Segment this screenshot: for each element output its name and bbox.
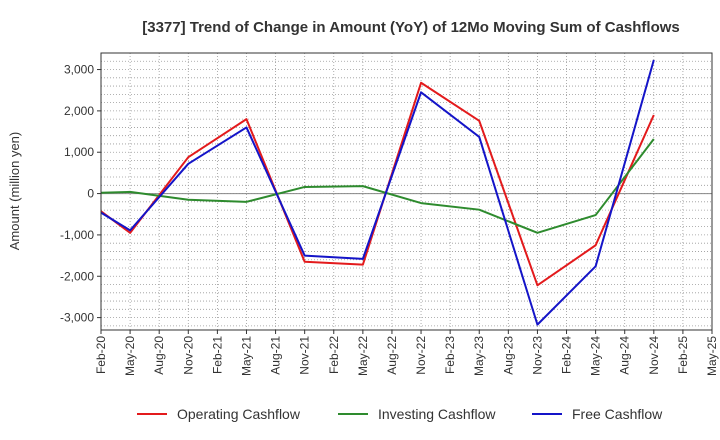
x-tick-label: Feb-25 bbox=[676, 336, 690, 374]
y-tick-label: -3,000 bbox=[60, 311, 94, 325]
x-tick-label: Aug-21 bbox=[269, 336, 283, 375]
x-tick-label: May-21 bbox=[239, 336, 253, 376]
y-tick-label: -1,000 bbox=[60, 228, 94, 242]
y-tick-label: 2,000 bbox=[64, 104, 94, 118]
chart-title: [3377] Trend of Change in Amount (YoY) o… bbox=[142, 19, 680, 36]
x-tick-label: May-23 bbox=[472, 336, 486, 376]
x-tick-label: Feb-22 bbox=[327, 336, 341, 374]
y-tick-label: 3,000 bbox=[64, 63, 94, 77]
x-tick-label: Aug-20 bbox=[152, 336, 166, 375]
y-tick-label: -2,000 bbox=[60, 269, 94, 283]
y-tick-label: 1,000 bbox=[64, 145, 94, 159]
legend-label-investing-cashflow: Investing Cashflow bbox=[378, 406, 496, 422]
x-tick-label: Aug-24 bbox=[618, 336, 632, 375]
x-tick-label: Feb-21 bbox=[210, 336, 224, 374]
series-lines bbox=[100, 59, 655, 326]
x-tick-label: Aug-22 bbox=[385, 336, 399, 375]
series-line-operating-cashflow bbox=[100, 81, 655, 287]
x-tick-label: Nov-23 bbox=[530, 336, 544, 375]
x-tick-label: May-24 bbox=[589, 336, 603, 376]
x-tick-label: May-20 bbox=[123, 336, 137, 376]
x-tick-label: Feb-24 bbox=[560, 336, 574, 374]
x-tick-label: Nov-22 bbox=[414, 336, 428, 375]
x-tick-label: Feb-23 bbox=[443, 336, 457, 374]
y-axis: 3,000 2,000 1,000 0 -1,000 -2,000 -3,000 bbox=[60, 63, 101, 325]
legend-label-free-cashflow: Free Cashflow bbox=[572, 406, 663, 422]
series-line-investing-cashflow bbox=[100, 138, 655, 234]
x-axis: Feb-20 May-20 Aug-20 Nov-20 Feb-21 May-21 Aug-… bbox=[94, 330, 719, 376]
x-tick-label: Feb-20 bbox=[94, 336, 108, 374]
y-tick-label: 0 bbox=[87, 187, 94, 201]
x-tick-label: May-22 bbox=[356, 336, 370, 376]
x-tick-label: Nov-24 bbox=[647, 336, 661, 375]
legend-label-operating-cashflow: Operating Cashflow bbox=[177, 406, 301, 422]
x-tick-label: Aug-23 bbox=[501, 336, 515, 375]
x-tick-label: Nov-21 bbox=[298, 336, 312, 375]
series-line-free-cashflow bbox=[100, 59, 655, 326]
plot-frame bbox=[100, 52, 713, 331]
y-axis-label: Amount (million yen) bbox=[7, 132, 22, 251]
legend: Operating Cashflow Investing Cashflow Free… bbox=[137, 406, 663, 422]
x-tick-label: May-25 bbox=[705, 336, 719, 376]
x-tick-label: Nov-20 bbox=[181, 336, 195, 375]
